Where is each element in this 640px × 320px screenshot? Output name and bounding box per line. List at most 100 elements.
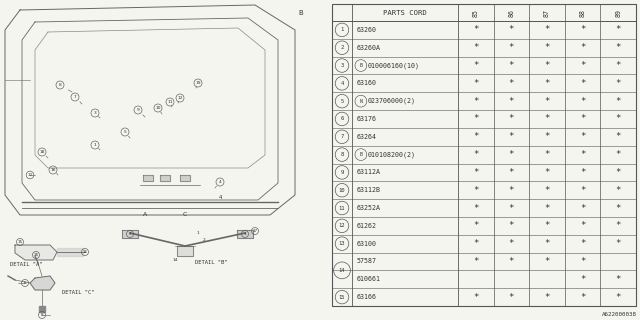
Text: *: * [580,239,586,248]
Polygon shape [30,276,55,290]
Text: *: * [473,61,479,70]
Text: 63112A: 63112A [357,169,381,175]
Text: 8: 8 [41,313,44,317]
Text: 63264: 63264 [357,134,377,140]
Text: DETAIL "B": DETAIL "B" [195,260,227,265]
Text: *: * [616,115,621,124]
Text: 12: 12 [28,173,33,177]
Text: *: * [616,43,621,52]
Text: *: * [616,239,621,248]
Text: A622000038: A622000038 [602,312,637,317]
Polygon shape [237,230,253,238]
Text: DETAIL "C": DETAIL "C" [62,290,95,295]
Text: 4: 4 [218,195,221,200]
Text: *: * [509,221,514,230]
Text: *: * [616,275,621,284]
Text: 16: 16 [51,168,56,172]
Text: *: * [580,150,586,159]
Text: *: * [509,115,514,124]
Text: DETAIL "A": DETAIL "A" [10,262,42,267]
Text: 11: 11 [339,205,345,211]
Text: *: * [509,292,514,301]
Text: *: * [473,204,479,212]
Text: *: * [473,168,479,177]
Text: 8: 8 [59,83,61,87]
Text: *: * [544,204,550,212]
Text: *: * [580,168,586,177]
Polygon shape [15,245,57,260]
Text: *: * [473,150,479,159]
Text: *: * [544,97,550,106]
Text: *: * [544,221,550,230]
Text: 14: 14 [173,258,179,262]
Text: 6: 6 [24,281,26,285]
Text: *: * [473,292,479,301]
Text: 63260A: 63260A [357,45,381,51]
Text: *: * [544,168,550,177]
Text: 3: 3 [129,232,131,236]
Text: *: * [580,25,586,35]
Text: *: * [544,43,550,52]
Text: 63160: 63160 [357,80,377,86]
Text: C: C [183,212,187,217]
Text: 10: 10 [156,106,161,110]
Text: 3: 3 [340,63,344,68]
Bar [332,4,636,306]
Text: *: * [473,115,479,124]
Text: 15: 15 [33,253,38,257]
Text: *: * [580,292,586,301]
Text: *: * [580,115,586,124]
Polygon shape [39,306,45,312]
Text: N: N [360,99,362,104]
Text: 12: 12 [177,96,183,100]
Text: *: * [544,257,550,266]
Text: *: * [616,186,621,195]
Text: 15: 15 [339,295,345,300]
Text: 15: 15 [17,240,22,244]
Text: *: * [509,132,514,141]
Text: 63100: 63100 [357,241,377,247]
Text: 4: 4 [340,81,344,86]
Text: *: * [580,43,586,52]
Text: PARTS CORD: PARTS CORD [383,10,427,15]
Text: 63252A: 63252A [357,205,381,211]
Text: *: * [616,97,621,106]
Text: 8: 8 [340,152,344,157]
Text: *: * [580,275,586,284]
Text: *: * [544,186,550,195]
Polygon shape [57,248,83,256]
Text: *: * [509,25,514,35]
Text: 5: 5 [340,99,344,104]
Text: 85: 85 [473,9,479,17]
Text: *: * [473,239,479,248]
Text: *: * [473,257,479,266]
Text: *: * [509,257,514,266]
Text: 3: 3 [244,232,246,236]
Text: *: * [616,132,621,141]
Text: *: * [509,168,514,177]
Text: 2: 2 [203,238,205,242]
Text: 9: 9 [136,108,140,112]
Text: 87: 87 [544,9,550,17]
Text: *: * [544,150,550,159]
Polygon shape [177,246,193,256]
Text: 6: 6 [340,116,344,122]
Text: *: * [580,79,586,88]
Text: *: * [580,132,586,141]
Text: 61262: 61262 [357,223,377,229]
Text: 19: 19 [195,81,201,85]
Text: *: * [544,292,550,301]
Text: *: * [544,239,550,248]
Text: 010108200(2): 010108200(2) [368,151,416,158]
Text: 63260: 63260 [357,27,377,33]
Polygon shape [180,175,190,181]
Text: *: * [509,186,514,195]
Text: 63166: 63166 [357,294,377,300]
Text: *: * [616,204,621,212]
Text: *: * [544,79,550,88]
Polygon shape [160,175,170,181]
Text: *: * [509,61,514,70]
Text: *: * [616,61,621,70]
Text: *: * [580,204,586,212]
Text: *: * [544,61,550,70]
